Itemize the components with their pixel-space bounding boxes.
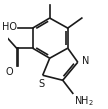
Text: S: S: [39, 79, 45, 89]
Text: N: N: [82, 56, 89, 66]
Text: NH$_2$: NH$_2$: [74, 94, 94, 108]
Text: HO: HO: [2, 22, 17, 32]
Text: O: O: [6, 67, 14, 77]
